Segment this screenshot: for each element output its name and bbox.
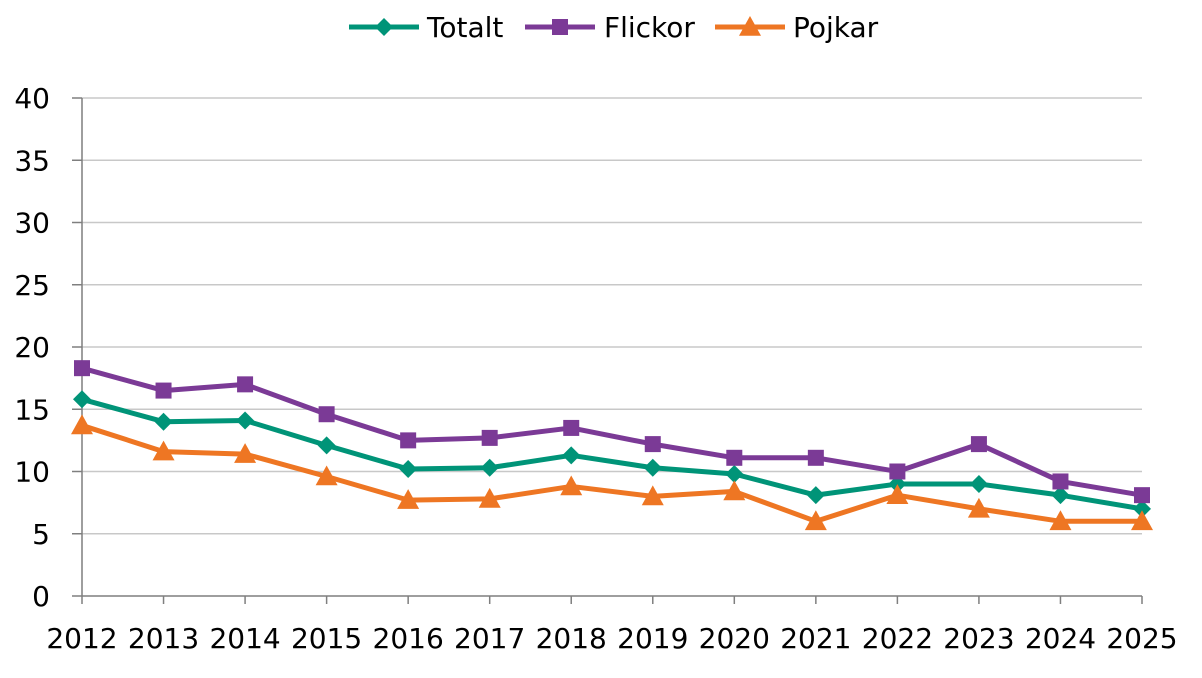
data-point-pojkar — [152, 440, 175, 461]
legend-label: Pojkar — [793, 11, 879, 44]
x-tick-label: 2013 — [128, 622, 199, 655]
y-tick-label: 35 — [14, 144, 50, 177]
series-flickor — [74, 360, 1150, 504]
data-point-flickor — [481, 429, 498, 446]
data-point-pojkar — [1131, 510, 1153, 531]
data-point-flickor — [807, 449, 824, 466]
y-tick-label: 0 — [32, 580, 50, 613]
data-point-pojkar — [641, 485, 664, 506]
data-point-flickor — [237, 376, 254, 393]
data-point-pojkar — [804, 510, 827, 531]
x-tick-label: 2025 — [1106, 622, 1177, 655]
data-point-flickor — [1052, 473, 1069, 490]
legend-item-pojkar: Pojkar — [715, 11, 879, 44]
data-point-flickor — [400, 432, 417, 449]
x-tick-label: 2020 — [699, 622, 770, 655]
x-tick-label: 2017 — [454, 622, 525, 655]
data-point-pojkar — [886, 484, 909, 504]
legend-item-totalt: Totalt — [349, 11, 503, 44]
legend-item-flickor: Flickor — [525, 11, 695, 44]
x-tick-label: 2016 — [373, 622, 444, 655]
data-point-pojkar — [560, 475, 583, 496]
series-line-flickor — [81, 365, 1143, 498]
series-line-pojkar — [81, 423, 1142, 524]
data-point-pojkar — [967, 497, 990, 518]
data-point-pojkar — [723, 480, 746, 501]
x-tick-label: 2012 — [46, 622, 117, 655]
data-point-flickor — [970, 436, 987, 453]
x-tick-label: 2021 — [780, 622, 851, 655]
data-point-totalt — [399, 460, 418, 479]
y-tick-label: 25 — [14, 269, 50, 302]
data-point-pojkar — [397, 489, 420, 509]
x-tick-label: 2015 — [291, 622, 362, 655]
y-tick-label: 40 — [14, 82, 50, 115]
y-tick-label: 10 — [14, 456, 50, 489]
y-tick-label: 5 — [32, 518, 50, 551]
legend-marker-diamond — [375, 18, 393, 36]
x-tick-label: 2019 — [617, 622, 688, 655]
data-point-pojkar — [234, 443, 257, 463]
legend-label: Totalt — [426, 11, 503, 44]
series-totalt — [73, 390, 1151, 518]
legend-marker-triangle — [739, 16, 761, 36]
gridlines — [82, 97, 1142, 535]
data-point-totalt — [562, 446, 581, 465]
data-point-totalt — [725, 464, 744, 483]
data-point-pojkar — [315, 465, 338, 486]
x-tick-label: 2022 — [862, 622, 933, 655]
x-tick-label: 2014 — [209, 622, 280, 655]
data-point-flickor — [318, 406, 335, 423]
legend: Totalt Flickor Pojkar — [349, 11, 879, 44]
data-point-flickor — [563, 419, 580, 436]
data-point-flickor — [889, 463, 906, 480]
data-point-totalt — [1051, 486, 1070, 505]
y-tick-label: 15 — [14, 393, 50, 426]
data-point-totalt — [806, 486, 825, 505]
data-point-pojkar — [71, 414, 93, 435]
legend-marker-square — [552, 19, 568, 35]
data-point-pojkar — [478, 487, 501, 508]
y-tick-label: 30 — [14, 207, 50, 240]
data-point-flickor — [155, 382, 172, 399]
series-lines — [71, 360, 1153, 531]
data-point-totalt — [480, 458, 499, 477]
data-point-pojkar — [1049, 510, 1072, 531]
data-point-totalt — [643, 458, 662, 477]
legend-label: Flickor — [604, 11, 695, 44]
data-point-flickor — [726, 449, 743, 466]
x-tick-label: 2023 — [943, 622, 1014, 655]
x-tick-label: 2024 — [1025, 622, 1096, 655]
series-pojkar — [71, 414, 1153, 531]
data-point-flickor — [74, 360, 90, 377]
y-tick-label: 20 — [14, 331, 50, 364]
data-point-totalt — [154, 412, 173, 431]
x-tick-label: 2018 — [536, 622, 607, 655]
data-point-flickor — [1134, 487, 1150, 504]
data-point-totalt — [969, 474, 988, 493]
data-point-totalt — [236, 411, 255, 430]
data-point-flickor — [644, 436, 661, 453]
series-line-totalt — [81, 396, 1143, 512]
data-point-totalt — [1133, 499, 1151, 518]
data-point-totalt — [317, 436, 336, 455]
data-point-totalt — [73, 390, 91, 409]
